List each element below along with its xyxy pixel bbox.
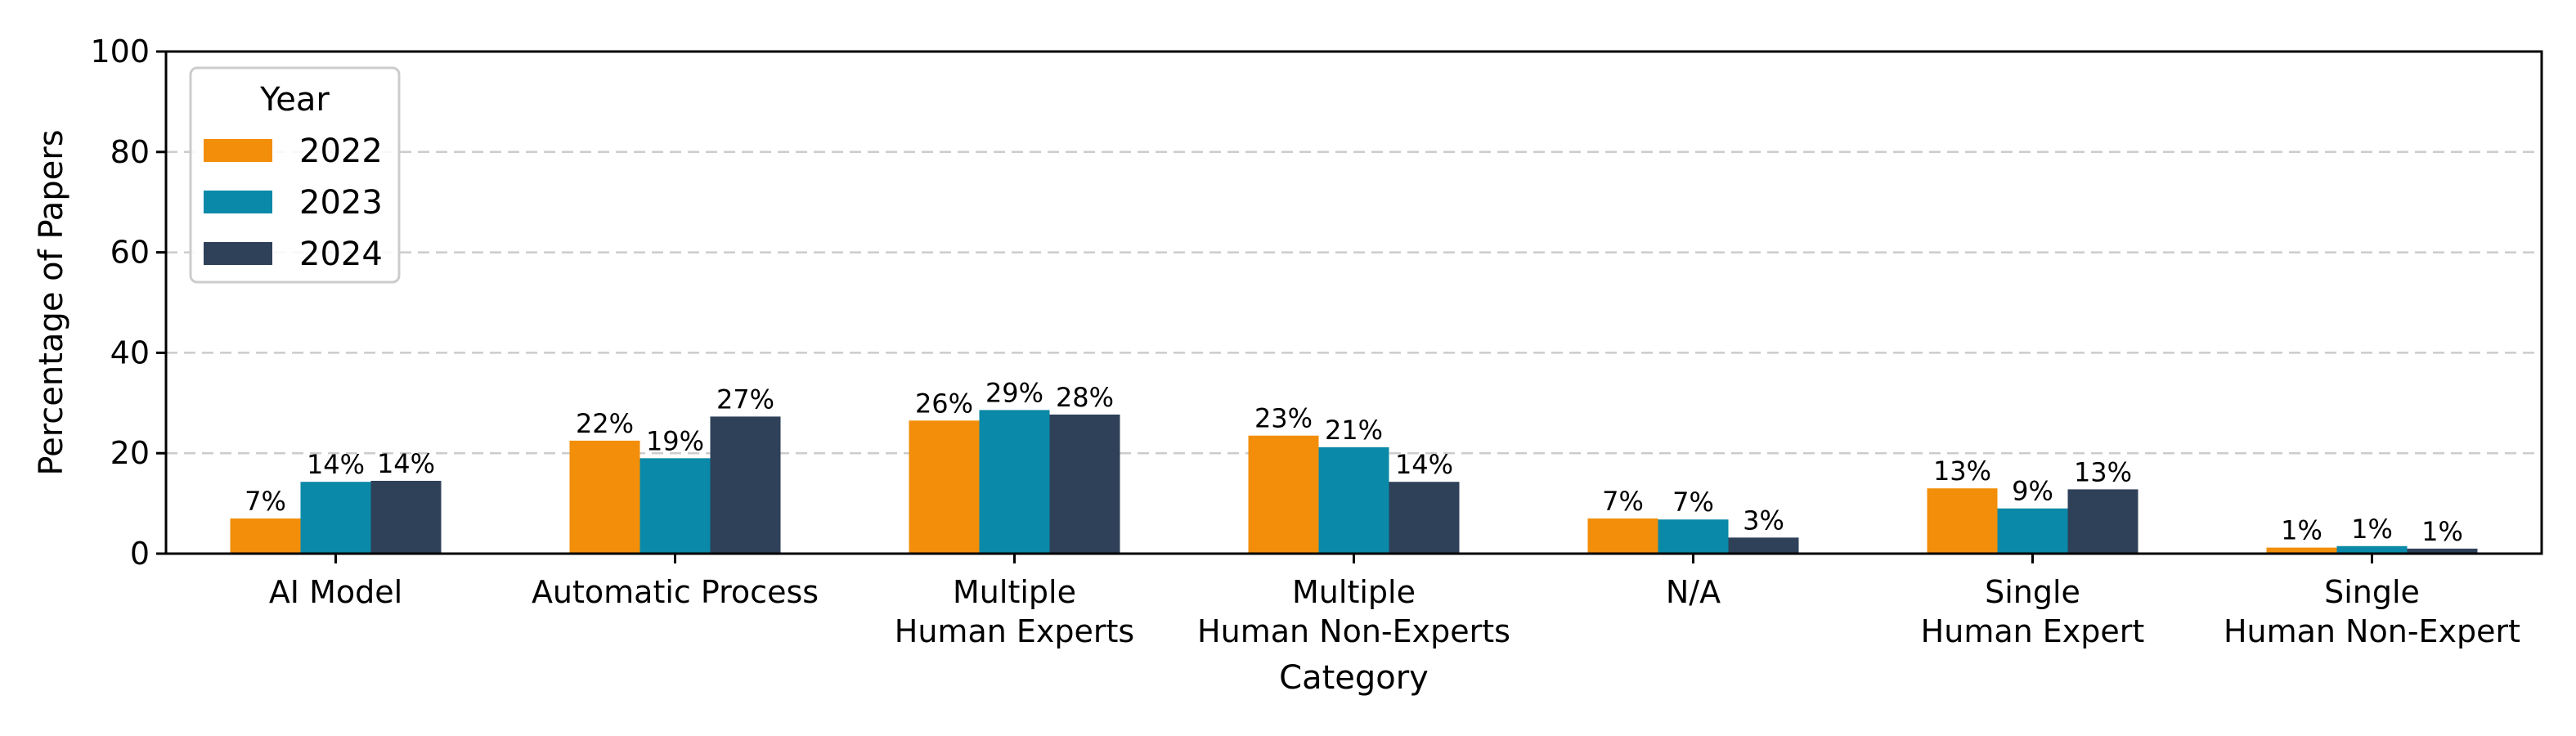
bar-value-label: 21% (1325, 415, 1383, 446)
y-tick-label: 80 (110, 134, 150, 170)
bar-value-label: 19% (646, 425, 704, 456)
bar-2022-5 (1927, 488, 1998, 554)
x-tick-label-line: AI Model (269, 574, 402, 610)
x-tick-label: Single Human Expert (1921, 574, 2145, 649)
x-tick-label-line: Single (1985, 574, 2080, 610)
x-tick-label-line: Multiple (1292, 574, 1416, 610)
y-tick-label: 0 (130, 536, 150, 572)
bar-2022-2 (909, 420, 980, 554)
bar-2022-0 (230, 518, 301, 554)
bar-value-label: 3% (1743, 505, 1784, 536)
bar-value-label: 27% (716, 384, 774, 415)
bar-value-label: 29% (985, 377, 1043, 408)
bar-2023-2 (979, 410, 1050, 554)
x-axis-ticks: AI Model Automatic Process Multiple Human E… (269, 554, 2520, 649)
x-tick-label-line: Human Expert (1921, 613, 2145, 649)
x-tick-label-line: Human Experts (895, 613, 1134, 649)
bar-2023-6 (2336, 545, 2408, 554)
bar-2024-1 (710, 416, 781, 554)
gridlines (166, 150, 2542, 455)
legend-label-2022: 2022 (299, 132, 383, 170)
bar-2024-6 (2407, 548, 2478, 554)
bar-value-label: 28% (1056, 382, 1114, 413)
y-axis-title: Percentage of Papers (33, 129, 70, 475)
legend-title: Year (259, 81, 330, 119)
legend-swatch-2024 (204, 242, 272, 265)
legend-label-2024: 2024 (299, 236, 383, 273)
bar-value-label: 14% (377, 448, 435, 479)
legend-box (189, 66, 401, 284)
bar-value-label: 22% (576, 408, 634, 439)
x-tick-label: Multiple Human Non-Experts (1197, 574, 1510, 649)
x-tick-label-line: Multiple (953, 574, 1076, 610)
bar-2024-4 (1728, 537, 1799, 554)
bar-value-label: 9% (2012, 476, 2053, 507)
y-axis-ticks: 0 20 40 60 80 100 (90, 34, 166, 572)
bar-value-labels: 7% 14% 14% 22% 19% 27% 26% 29% 28% 23% 21% 14% 7% 7% 3… (245, 377, 2463, 546)
bar-value-label: 14% (307, 449, 365, 480)
x-axis-title: Category (1279, 659, 1429, 697)
bar-2022-6 (2266, 547, 2337, 554)
x-tick-label-line: Single (2324, 574, 2420, 610)
legend-swatch-2023 (204, 191, 272, 213)
bar-value-label: 7% (245, 486, 286, 517)
x-tick-label: Automatic Process (532, 574, 819, 610)
bars (230, 410, 2478, 554)
x-tick-label: Multiple Human Experts (895, 574, 1134, 649)
x-tick-label-line: N/A (1666, 574, 1721, 610)
bar-2024-2 (1049, 414, 1120, 554)
y-tick-label: 40 (110, 334, 150, 370)
bar-value-label: 1% (2421, 516, 2463, 547)
y-tick-label: 20 (110, 435, 150, 471)
bar-value-label: 14% (1395, 449, 1453, 480)
y-tick-label: 100 (90, 34, 150, 70)
bar-2023-5 (1997, 508, 2068, 554)
bar-2024-5 (2067, 489, 2138, 554)
legend-items: 2022 2023 2024 (204, 132, 383, 273)
legend-swatch-2022 (204, 139, 272, 162)
bar-value-label: 7% (1672, 487, 1714, 518)
bar-value-label: 13% (1933, 456, 1991, 487)
x-tick-label-line: Human Non-Expert (2224, 613, 2520, 649)
y-tick-label: 60 (110, 235, 150, 271)
legend: Year 2022 2023 2024 (189, 66, 401, 284)
bar-value-label: 13% (2074, 456, 2132, 487)
bar-2024-0 (370, 480, 442, 554)
x-tick-label-line: Human Non-Experts (1197, 613, 1510, 649)
bar-2022-3 (1248, 435, 1319, 554)
legend-label-2023: 2023 (299, 184, 383, 222)
x-tick-label-line: Automatic Process (532, 574, 819, 610)
x-tick-label: Single Human Non-Expert (2224, 574, 2520, 649)
bar-value-label: 23% (1254, 403, 1313, 434)
x-tick-label: N/A (1666, 574, 1721, 610)
x-tick-label: AI Model (269, 574, 402, 610)
bar-2023-0 (300, 482, 371, 554)
bar-value-label: 26% (915, 388, 973, 419)
bar-2022-4 (1587, 518, 1658, 554)
bar-2022-1 (569, 440, 640, 554)
bar-2023-1 (640, 458, 711, 554)
bar-2023-3 (1318, 447, 1389, 554)
bar-value-label: 1% (2281, 515, 2322, 546)
bar-2024-3 (1389, 482, 1460, 554)
bar-value-label: 1% (2351, 514, 2393, 545)
bar-2023-4 (1658, 519, 1729, 554)
bar-value-label: 7% (1602, 486, 1644, 517)
